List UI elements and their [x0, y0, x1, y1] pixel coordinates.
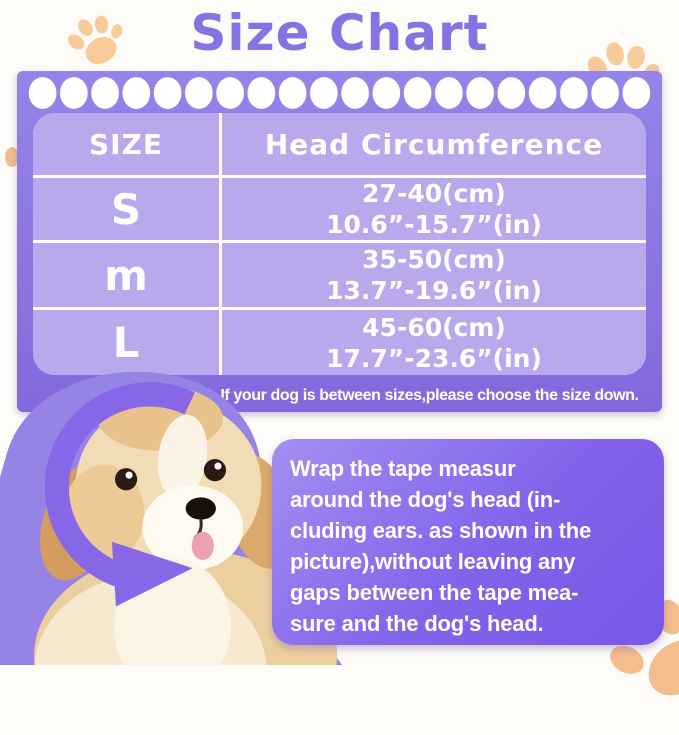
instruction-line: gaps between the tape mea- [290, 580, 579, 605]
measurement-l-inch: 17.7”-23.6”(in) [326, 343, 542, 373]
instruction-box: Wrap the tape measur around the dog's he… [272, 439, 664, 645]
measurement-m-cm: 35-50(cm) [362, 245, 506, 274]
measurement-s-cm: 27-40(cm) [362, 179, 506, 208]
paw-icon-top-left [54, 0, 138, 84]
instruction-line: Wrap the tape measur [290, 456, 516, 481]
column-header-size: SIZE [33, 113, 219, 175]
page-title: Size Chart [190, 4, 489, 62]
measuring-arrow-icon [44, 382, 195, 607]
measurement-s: 27-40(cm) 10.6”-15.7”(in) [222, 178, 646, 240]
instruction-line: cluding ears. as shown in the [290, 518, 592, 543]
measurement-l: 45-60(cm) 17.7”-23.6”(in) [222, 310, 646, 375]
sizing-note: If your dog is between sizes,please choo… [220, 387, 639, 404]
size-table: SIZE Head Circumference S 27-40(cm) 10.6… [33, 113, 646, 375]
size-label-l: L [33, 310, 219, 375]
size-label-s: S [33, 178, 219, 240]
instruction-line: picture),without leaving any [290, 549, 576, 574]
instruction-line: around the dog's head (in- [290, 487, 561, 512]
size-chart-panel: SIZE Head Circumference S 27-40(cm) 10.6… [17, 71, 662, 412]
size-label-m: m [33, 243, 219, 307]
column-header-head-circumference: Head Circumference [222, 113, 646, 175]
paw-toe-icon-left-edge [5, 147, 19, 167]
film-strip-holes [27, 77, 652, 109]
measurement-l-cm: 45-60(cm) [362, 312, 506, 342]
measurement-s-inch: 10.6”-15.7”(in) [326, 210, 542, 239]
measurement-m: 35-50(cm) 13.7”-19.6”(in) [222, 243, 646, 307]
instruction-line: sure and the dog's head. [290, 611, 544, 636]
measurement-m-inch: 13.7”-19.6”(in) [326, 276, 542, 305]
